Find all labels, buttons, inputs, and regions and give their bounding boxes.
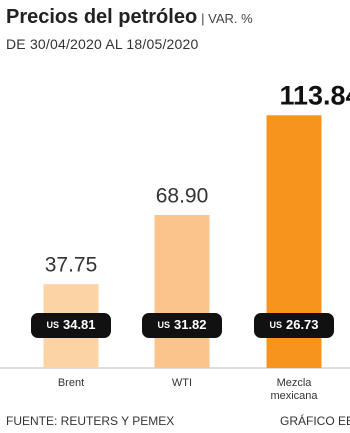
price-label: US 26.73	[269, 317, 318, 332]
x-tick-label: WTI	[171, 377, 193, 389]
price-currency: US	[157, 320, 170, 330]
price-value: 26.73	[286, 317, 319, 332]
x-tick-label: Brent	[57, 377, 85, 389]
subtitle-tag: | VAR. %	[201, 11, 253, 26]
price-currency: US	[269, 320, 282, 330]
price-value: 34.81	[63, 317, 96, 332]
bar	[154, 215, 210, 368]
chart-title: Precios del petróleo	[6, 6, 198, 28]
price-currency: US	[46, 320, 59, 330]
price-value: 31.82	[174, 317, 207, 332]
value-label: 68.90	[156, 185, 209, 208]
value-label: 37.75	[45, 254, 98, 277]
source: FUENTE: REUTERS Y PEMEX	[6, 414, 175, 428]
price-badge	[31, 313, 111, 338]
value-label: 113.84	[279, 80, 350, 110]
subtitle: DE 30/04/2020 AL 18/05/2020	[6, 36, 199, 52]
x-tick-label: Mezcla mexicana	[270, 377, 318, 402]
price-badge	[254, 313, 334, 338]
credit: GRÁFICO EE	[279, 414, 350, 428]
price-badge	[142, 313, 222, 338]
header: Precios del petróleo | VAR. %	[6, 6, 253, 29]
price-label: US 31.82	[157, 317, 206, 332]
price-label: US 34.81	[46, 317, 95, 332]
